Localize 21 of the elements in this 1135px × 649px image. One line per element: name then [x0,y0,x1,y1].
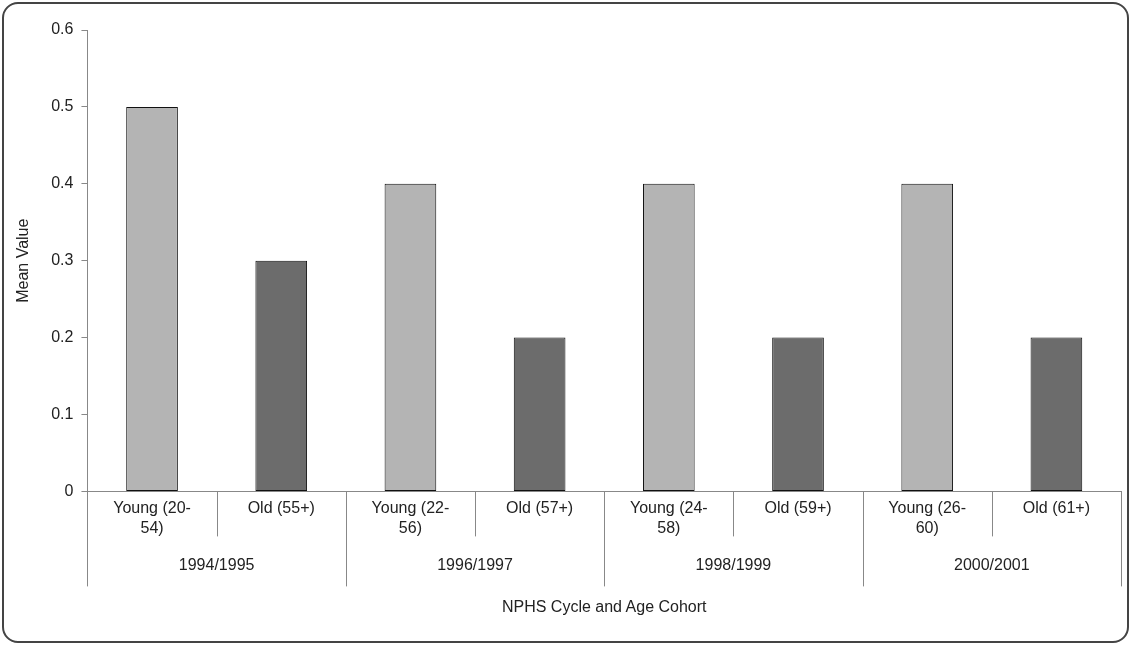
y-tick-label: 0.1 [51,404,74,422]
text: 2000/2001 [953,555,1030,573]
y-tick-label: 0.3 [51,251,74,269]
y-tick-label: 0.2 [51,328,74,346]
x-tick-label: Young (24-58) [629,499,708,536]
x-axis-title: NPHS Cycle and Age Cohort [501,597,708,615]
text: 1998/1999 [695,555,772,573]
y-axis-title: Mean Value [14,218,32,303]
x-tick-label: Old (57+) [506,499,574,517]
y-tick-label: 0.4 [51,174,74,192]
x-tick-label: Old (59+) [764,499,832,517]
x-tick-label: Young (26-60) [888,499,967,536]
x-tick-label: Old (61+) [1022,499,1090,517]
x-tick-label: Old (55+) [247,499,315,517]
y-tick-label: 0 [64,481,74,499]
x-tick-label: Young (20-54) [113,499,191,536]
text: 1994/1995 [178,555,255,573]
y-tick-label: 0.6 [51,20,74,38]
text: 1996/1997 [437,555,513,573]
y-tick-label: 0.5 [51,97,74,115]
x-tick-label: Young (22-56) [371,499,450,536]
